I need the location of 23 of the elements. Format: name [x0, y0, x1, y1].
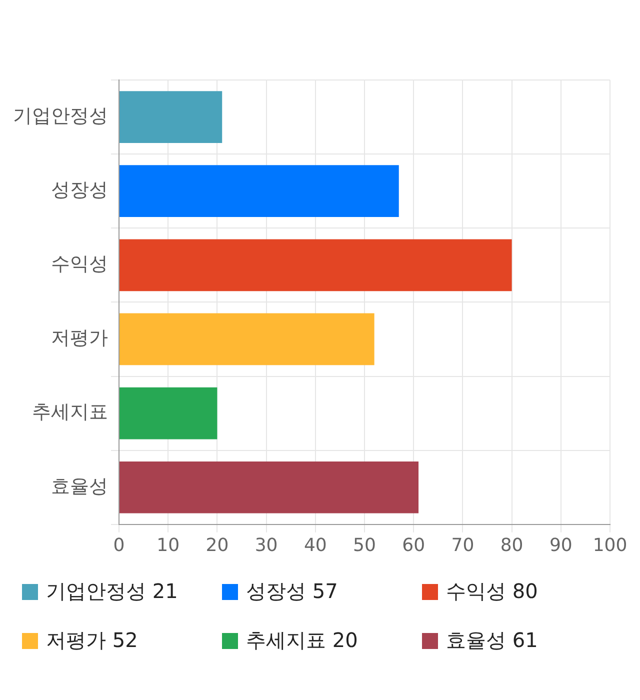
category-label: 기업안정성 21 — [46, 579, 178, 603]
x-tick-label: 30 — [254, 534, 278, 556]
category-label: 수익성 80 — [446, 579, 538, 603]
y-tick-label: 저평가 — [51, 327, 108, 350]
category-label: 성장성 57 — [246, 579, 338, 603]
category-label: 효율성 61 — [446, 628, 538, 652]
x-tick-label: 10 — [156, 534, 180, 556]
x-tick-label: 20 — [206, 534, 229, 556]
x-tick-label: 50 — [353, 534, 376, 556]
x-tick-label: 70 — [451, 534, 474, 556]
x-tick-label: 90 — [549, 534, 572, 556]
category-label: 추세지표 20 — [246, 628, 358, 652]
x-tick-label: 100 — [592, 534, 628, 556]
category-label: 저평가 52 — [46, 628, 138, 652]
y-tick-label: 수익성 — [51, 253, 108, 276]
x-tick-label: 80 — [500, 534, 524, 556]
y-tick-label: 기업안정성 — [13, 104, 108, 127]
y-tick-label: 추세지표 — [32, 401, 108, 424]
x-tick-label: 40 — [304, 534, 327, 556]
x-tick-label: 60 — [402, 534, 426, 556]
x-tick-label: 0 — [113, 534, 125, 556]
y-tick-label: 효율성 — [51, 475, 108, 498]
y-tick-label: 성장성 — [51, 179, 108, 202]
